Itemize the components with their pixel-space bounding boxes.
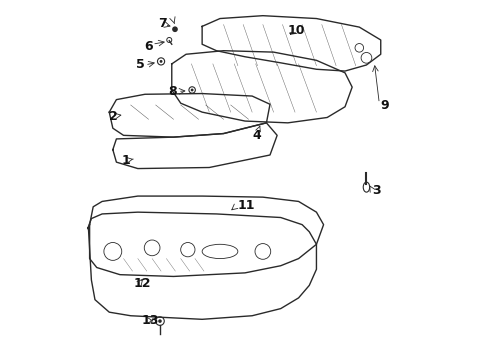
Text: 2: 2 <box>109 110 121 123</box>
Circle shape <box>158 319 162 323</box>
Text: 3: 3 <box>372 184 380 197</box>
Text: 7: 7 <box>159 17 167 30</box>
Text: 11: 11 <box>237 198 255 212</box>
Text: 6: 6 <box>144 40 153 53</box>
Text: 9: 9 <box>380 99 389 112</box>
Text: 10: 10 <box>287 24 305 37</box>
Text: 1: 1 <box>122 154 133 167</box>
Circle shape <box>160 60 163 63</box>
Text: 12: 12 <box>134 277 151 290</box>
Text: 13: 13 <box>142 314 159 327</box>
Circle shape <box>191 89 194 91</box>
Text: 8: 8 <box>168 85 177 98</box>
Text: 5: 5 <box>136 58 145 72</box>
Circle shape <box>172 26 178 32</box>
Text: 4: 4 <box>252 126 261 142</box>
